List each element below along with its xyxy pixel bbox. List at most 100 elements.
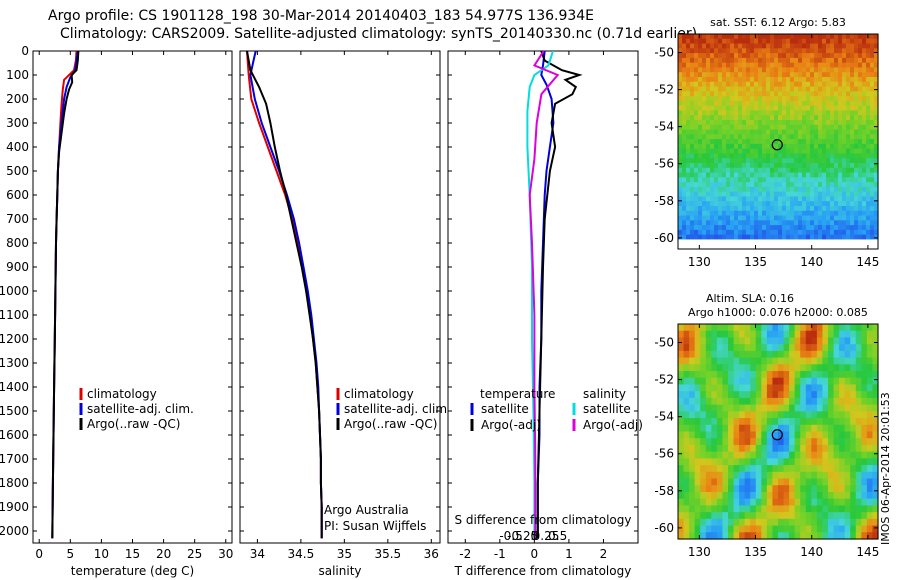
map-cell xyxy=(805,324,812,332)
map-cell xyxy=(862,143,867,150)
map-cell xyxy=(774,220,779,226)
map-cell xyxy=(734,86,739,92)
map-cell xyxy=(706,77,711,83)
map-cell xyxy=(761,525,768,533)
map-cell xyxy=(816,471,824,480)
map-cell xyxy=(794,512,801,520)
map-cell xyxy=(810,53,815,59)
map-cell xyxy=(682,172,687,178)
map-cell xyxy=(742,81,747,88)
map-cell xyxy=(738,148,743,155)
map-cell xyxy=(826,43,831,49)
map-cell xyxy=(839,525,846,533)
map-cell xyxy=(738,206,743,212)
map-cell xyxy=(711,444,718,453)
map-cell xyxy=(858,110,863,116)
map-cell xyxy=(839,404,846,412)
map-cell xyxy=(798,225,803,231)
map-cell xyxy=(805,478,812,486)
map-cell xyxy=(866,239,871,245)
map-cell xyxy=(683,404,690,412)
map-cell xyxy=(714,67,719,73)
map-cell xyxy=(698,77,703,83)
map-cell xyxy=(842,100,847,107)
map-cell xyxy=(714,239,719,245)
map-cell xyxy=(689,344,696,352)
map-cell xyxy=(838,177,843,183)
map-cell xyxy=(834,110,839,116)
map-cell xyxy=(855,324,862,332)
map-cell xyxy=(794,120,799,126)
map-cell xyxy=(822,38,827,45)
map-cell xyxy=(870,220,875,226)
map-cell xyxy=(716,350,724,359)
map-cell xyxy=(870,115,875,121)
map-cell xyxy=(730,110,735,116)
x-axis-label: salinity xyxy=(318,564,361,578)
map-cell xyxy=(718,120,723,126)
map-cell xyxy=(722,438,729,446)
map-cell xyxy=(850,391,857,399)
map-cell xyxy=(794,86,799,92)
map-cell xyxy=(854,220,859,226)
map-cell xyxy=(734,186,739,193)
map-cell xyxy=(730,167,735,174)
legend-label: Argo(-adj) xyxy=(583,418,643,432)
map-cell xyxy=(750,182,755,188)
map-cell xyxy=(822,350,829,359)
map-cell xyxy=(838,229,843,236)
map-cell xyxy=(770,158,775,164)
map-cell xyxy=(850,62,855,69)
map-cell xyxy=(844,465,851,473)
map-cell xyxy=(816,505,824,513)
map-cell xyxy=(722,57,727,64)
map-cell xyxy=(826,91,831,97)
map-cell xyxy=(714,129,719,135)
map-cell xyxy=(822,234,827,241)
map-cell xyxy=(786,77,791,83)
map-cell xyxy=(798,115,803,121)
map-cell xyxy=(772,431,779,439)
map-cell xyxy=(798,43,803,49)
map-cell xyxy=(728,444,735,453)
x-tick-label: 5 xyxy=(66,547,74,561)
lat-tick-label: -56 xyxy=(654,447,674,461)
map-cell xyxy=(678,485,685,493)
map-cell xyxy=(734,48,739,54)
map-cell xyxy=(810,57,815,64)
map-cell xyxy=(818,210,823,217)
map-cell xyxy=(734,81,739,88)
map-cell xyxy=(802,182,807,188)
map-cell xyxy=(770,72,775,78)
map-cell xyxy=(678,62,683,69)
map-cell xyxy=(854,57,859,64)
map-cell xyxy=(774,57,779,64)
map-cell xyxy=(844,350,851,359)
map-cell xyxy=(854,38,859,45)
map-cell xyxy=(850,158,855,164)
map-cell xyxy=(818,177,823,183)
panel-salinity: 34 34.5 35 35.5 36salinityclimatologysatelli… xyxy=(239,50,451,578)
map-cell xyxy=(726,244,731,250)
map-cell xyxy=(794,153,799,159)
map-cell xyxy=(710,43,715,49)
map-cell xyxy=(686,48,691,54)
map-cell xyxy=(854,48,859,54)
map-cell xyxy=(786,115,791,121)
map-cell xyxy=(690,220,695,226)
map-cell xyxy=(766,129,771,135)
map-cell xyxy=(822,371,829,379)
map-cell xyxy=(850,397,857,406)
map-cell xyxy=(854,196,859,202)
map-cell xyxy=(870,96,875,102)
map-cell xyxy=(833,444,840,453)
lat-tick-label: -58 xyxy=(654,484,674,498)
map-cell xyxy=(794,201,799,207)
map-cell xyxy=(689,418,696,426)
map-cell xyxy=(705,364,712,372)
map-cell xyxy=(854,129,859,135)
map-cell xyxy=(746,229,751,236)
map-cell xyxy=(702,96,707,102)
map-cell xyxy=(678,206,683,212)
map-cell xyxy=(734,129,739,135)
